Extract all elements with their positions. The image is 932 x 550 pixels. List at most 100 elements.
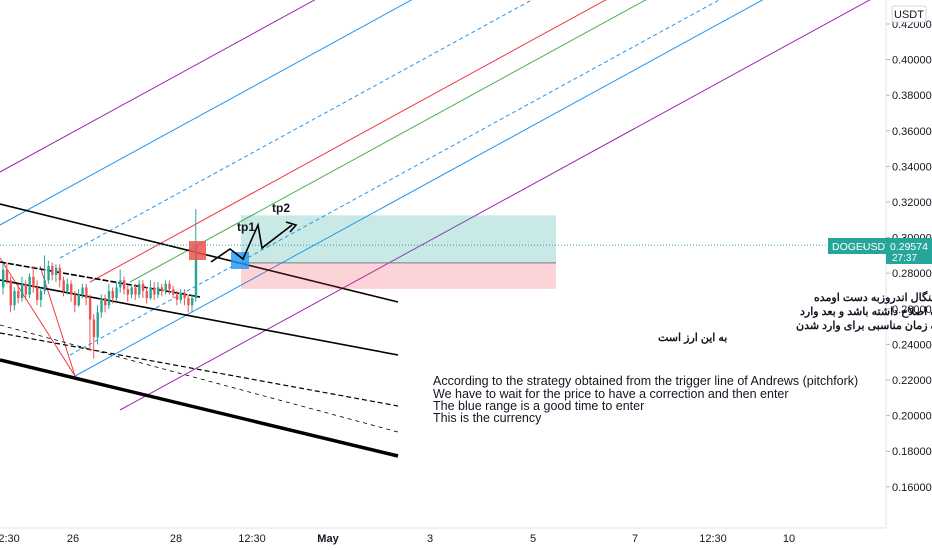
annotation-en-line: This is the currency xyxy=(433,411,542,425)
candle-body xyxy=(70,283,73,295)
stop-loss-zone xyxy=(241,262,556,289)
candle-body xyxy=(160,287,164,291)
pitchfork-handle-line xyxy=(0,257,76,377)
price-separator: - xyxy=(862,241,866,253)
candle-body xyxy=(2,269,5,288)
candle-body xyxy=(145,291,149,299)
annotation-en-line: According to the strategy obtained from … xyxy=(433,374,858,388)
candle-body xyxy=(43,280,46,291)
candle-body xyxy=(141,283,145,291)
annotation-fa-line: طبق استراتژی که از خط ماشه چنگال اندروزب… xyxy=(814,290,932,304)
last-price-badge xyxy=(886,238,932,264)
candle-body xyxy=(47,266,50,281)
candle-body xyxy=(88,298,92,320)
candle-body xyxy=(138,283,141,295)
candle-body xyxy=(85,287,88,299)
x-tick-label: 7 xyxy=(632,533,638,545)
candle-body xyxy=(39,291,43,300)
candle-body xyxy=(100,298,103,313)
currency-label: USDT xyxy=(894,9,924,21)
entry-marker xyxy=(231,252,249,269)
bar-countdown: 27:37 xyxy=(892,253,917,264)
candle-body xyxy=(81,287,84,295)
x-tick-label: 3 xyxy=(427,533,433,545)
candle-body xyxy=(149,287,152,299)
y-tick-label: 0.24000 xyxy=(892,339,932,351)
candle-body xyxy=(96,312,99,338)
candle-body xyxy=(58,267,62,281)
candle-body xyxy=(20,283,24,299)
x-tick-label: 26 xyxy=(67,533,79,545)
channel-dashed-line xyxy=(0,324,399,433)
candle-body xyxy=(13,291,16,306)
candle-body xyxy=(126,289,130,295)
y-tick-label: 0.16000 xyxy=(892,482,932,494)
candle-body xyxy=(104,298,107,306)
candle-body xyxy=(17,291,20,299)
annotation-en-line: The blue range is a good time to enter xyxy=(433,399,644,413)
y-tick-label: 0.40000 xyxy=(892,55,932,67)
candle-body xyxy=(134,287,137,295)
annotation-en-line: We have to wait for the price to have a … xyxy=(433,387,789,401)
tp2-label: tp2 xyxy=(272,201,290,215)
candle-body xyxy=(153,287,156,295)
y-tick-label: 0.26000 xyxy=(892,304,932,316)
candle-body xyxy=(179,292,183,300)
channel-lower-line xyxy=(0,358,399,458)
symbol-label: DOGEUSDT xyxy=(832,241,892,253)
candle-body xyxy=(36,287,39,300)
projected-arrowhead xyxy=(285,221,298,233)
x-tick-label: 12:30 xyxy=(238,533,266,545)
projected-path xyxy=(210,222,293,263)
chart-markers xyxy=(189,221,298,269)
pitchfork-median-line xyxy=(89,0,607,283)
x-tick-label: May xyxy=(317,533,339,545)
candle-body xyxy=(115,287,118,299)
pitchfork-purple-line xyxy=(119,0,871,411)
currency-badge[interactable] xyxy=(891,5,927,23)
candle-body xyxy=(28,276,31,295)
candle-body xyxy=(77,294,80,306)
candle-body xyxy=(194,246,198,299)
candle-body xyxy=(5,269,9,281)
sell-marker xyxy=(189,241,206,260)
candle-body xyxy=(172,289,175,295)
annotation-persian: طبق استراتژی که از خط ماشه چنگال اندروزب… xyxy=(658,290,932,344)
y-tick-label: 0.32000 xyxy=(892,197,932,209)
candle-body xyxy=(187,298,190,306)
x-tick-label: 12:30 xyxy=(0,533,20,545)
y-tick-label: 0.18000 xyxy=(892,446,932,458)
x-axis-ticks: 12:30 26 28 12:30 May 3 5 7 12:30 10 xyxy=(0,533,795,545)
take-profit-zone xyxy=(241,215,556,263)
candle-body xyxy=(156,287,160,295)
candle-body xyxy=(32,276,35,288)
last-price-value: 0.29574 xyxy=(890,241,928,253)
pitchfork-green-line xyxy=(129,0,647,283)
channel-dashed-line xyxy=(0,332,399,407)
annotation-fa-line: به این ارز است xyxy=(658,332,727,344)
x-tick-label: 12:30 xyxy=(699,533,727,545)
y-axis-ticks: 0.420000.400000.380000.360000.340000.320… xyxy=(886,19,932,494)
candle-body xyxy=(130,287,133,295)
candle-body xyxy=(183,292,186,299)
candle-body xyxy=(66,283,69,291)
pitchfork-lines xyxy=(0,0,871,411)
candle-body xyxy=(122,280,126,290)
candle-body xyxy=(73,294,77,306)
y-tick-label: 0.20000 xyxy=(892,411,932,423)
x-tick-label: 28 xyxy=(170,533,182,545)
last-price-symbol-badge xyxy=(828,238,900,254)
candle-body xyxy=(191,298,194,306)
risk-reward-zones xyxy=(0,215,886,289)
channel-mid-line xyxy=(0,279,399,356)
y-tick-label: 0.34000 xyxy=(892,161,932,173)
tp1-label: tp1 xyxy=(237,220,255,234)
candle-body xyxy=(51,266,54,275)
pitchfork-blue-line xyxy=(74,0,764,377)
candle-body xyxy=(54,267,58,275)
candlesticks xyxy=(2,209,198,359)
candle-body xyxy=(24,283,28,295)
pitchfork-blue-dashed-line xyxy=(59,0,533,259)
